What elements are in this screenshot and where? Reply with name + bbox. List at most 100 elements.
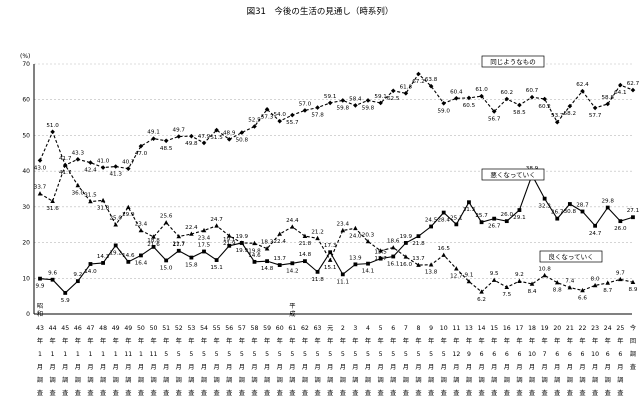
data-point bbox=[542, 196, 547, 201]
axes: 0 10 20 30 40 50 60 70 bbox=[22, 61, 632, 318]
data-label: 6.2 bbox=[477, 297, 486, 303]
data-label: 23.4 bbox=[135, 221, 148, 227]
data-point bbox=[441, 210, 446, 215]
data-point bbox=[88, 199, 93, 204]
data-point bbox=[226, 233, 232, 238]
x-tick-label: 63 年 5 月調査 bbox=[314, 325, 322, 397]
data-label: 41.7 bbox=[59, 170, 72, 176]
data-label: 36.0 bbox=[72, 190, 85, 196]
data-point bbox=[605, 101, 611, 107]
data-point bbox=[429, 224, 433, 229]
data-label: 26.0 bbox=[501, 212, 514, 218]
data-label: 10.8 bbox=[538, 266, 551, 272]
x-tick-label: 8 年 5 月調査 bbox=[415, 325, 421, 397]
data-point bbox=[88, 160, 93, 165]
series-name-box bbox=[539, 250, 603, 263]
data-label: 61.8 bbox=[400, 84, 413, 90]
y-tick-label: 40 bbox=[22, 168, 30, 175]
data-label: 17.3 bbox=[324, 243, 337, 249]
data-label: 11.1 bbox=[337, 279, 350, 285]
x-tick-label: 20 年 6 月調査 bbox=[553, 325, 561, 397]
data-point bbox=[454, 222, 459, 227]
x-tick-label: 61 年 5 月調査 bbox=[288, 325, 296, 397]
y-tick-label: 30 bbox=[22, 204, 30, 211]
data-point bbox=[113, 243, 118, 248]
x-tick-label: 7 年 5 月調査 bbox=[403, 325, 409, 397]
data-label: 13.7 bbox=[273, 256, 286, 262]
data-label: 29.1 bbox=[513, 215, 526, 221]
data-point bbox=[239, 130, 245, 135]
data-label: 15.1 bbox=[324, 265, 337, 271]
data-point bbox=[75, 157, 81, 162]
data-point bbox=[202, 249, 206, 254]
data-point bbox=[353, 225, 358, 231]
data-point bbox=[378, 256, 383, 261]
data-label: 15.0 bbox=[160, 265, 173, 271]
data-point bbox=[428, 262, 434, 267]
data-label: 8.9 bbox=[629, 287, 638, 293]
data-label: 22.4 bbox=[273, 239, 286, 245]
data-label: 48.9 bbox=[223, 130, 236, 136]
data-point bbox=[100, 165, 106, 170]
data-point bbox=[163, 138, 169, 144]
data-point bbox=[176, 234, 182, 239]
data-label: 13.9 bbox=[349, 255, 362, 261]
data-label: 28.4 bbox=[437, 218, 450, 224]
data-point bbox=[592, 105, 598, 111]
data-point bbox=[428, 83, 434, 89]
data-label: 19.2 bbox=[109, 250, 121, 256]
data-label: 41.0 bbox=[97, 159, 110, 165]
data-point bbox=[554, 280, 560, 285]
data-point bbox=[416, 71, 421, 77]
y-tick-label: 10 bbox=[22, 275, 30, 282]
data-point bbox=[126, 204, 131, 210]
data-label: 18.3 bbox=[261, 240, 274, 246]
data-label: 25.6 bbox=[160, 214, 173, 220]
x-tick-label: 18 年 10 月調査 bbox=[528, 325, 536, 397]
data-label: 24.0 bbox=[349, 233, 362, 239]
data-point bbox=[491, 277, 497, 282]
x-tick-label: 2 年 5 月調査 bbox=[340, 325, 346, 397]
data-point bbox=[290, 261, 295, 266]
data-label: 9.2 bbox=[73, 272, 82, 278]
data-label: 63.8 bbox=[425, 77, 438, 83]
data-point bbox=[340, 272, 345, 277]
data-label: 15.5 bbox=[374, 250, 387, 256]
data-label: 55.7 bbox=[286, 120, 299, 126]
data-point bbox=[252, 240, 257, 246]
data-label: 57.8 bbox=[311, 113, 324, 119]
data-label: 43.3 bbox=[72, 150, 85, 156]
x-tick-label: 22 年 6 月調査 bbox=[579, 325, 587, 397]
x-tick-label: 21 年 6 月調査 bbox=[566, 325, 574, 397]
data-point bbox=[214, 223, 219, 228]
data-label: 57.3 bbox=[261, 114, 274, 120]
data-point bbox=[403, 241, 408, 245]
data-label: 11.8 bbox=[311, 277, 324, 283]
x-tick-label: 50 年 1 月調査 bbox=[137, 325, 145, 397]
data-label: 47.9 bbox=[198, 134, 211, 140]
x-tick-label: 50 年 11 月調査 bbox=[150, 325, 158, 397]
data-point bbox=[327, 100, 333, 106]
data-point bbox=[618, 276, 623, 282]
data-point bbox=[593, 223, 598, 228]
data-label: 25.0 bbox=[109, 216, 122, 222]
data-point bbox=[227, 243, 232, 248]
data-label: 57.0 bbox=[299, 101, 312, 107]
data-label: 17.5 bbox=[198, 243, 211, 249]
data-label: 14.3 bbox=[97, 254, 110, 260]
data-point bbox=[592, 282, 598, 288]
data-label: 7.5 bbox=[502, 292, 511, 298]
data-label: 50.8 bbox=[236, 138, 249, 144]
data-label: 14.6 bbox=[122, 253, 135, 259]
x-tick-label: 47 年 1 月調査 bbox=[87, 325, 95, 397]
x-tick-label: 13 年 9 月調査 bbox=[465, 325, 473, 397]
data-label: 24.4 bbox=[286, 218, 299, 224]
data-point bbox=[618, 82, 623, 88]
data-label: 25.1 bbox=[450, 215, 463, 221]
data-label: 23.4 bbox=[337, 221, 350, 227]
data-label: 49.8 bbox=[185, 141, 198, 147]
data-label: 31.6 bbox=[46, 206, 59, 212]
data-label: 26.7 bbox=[488, 224, 501, 230]
